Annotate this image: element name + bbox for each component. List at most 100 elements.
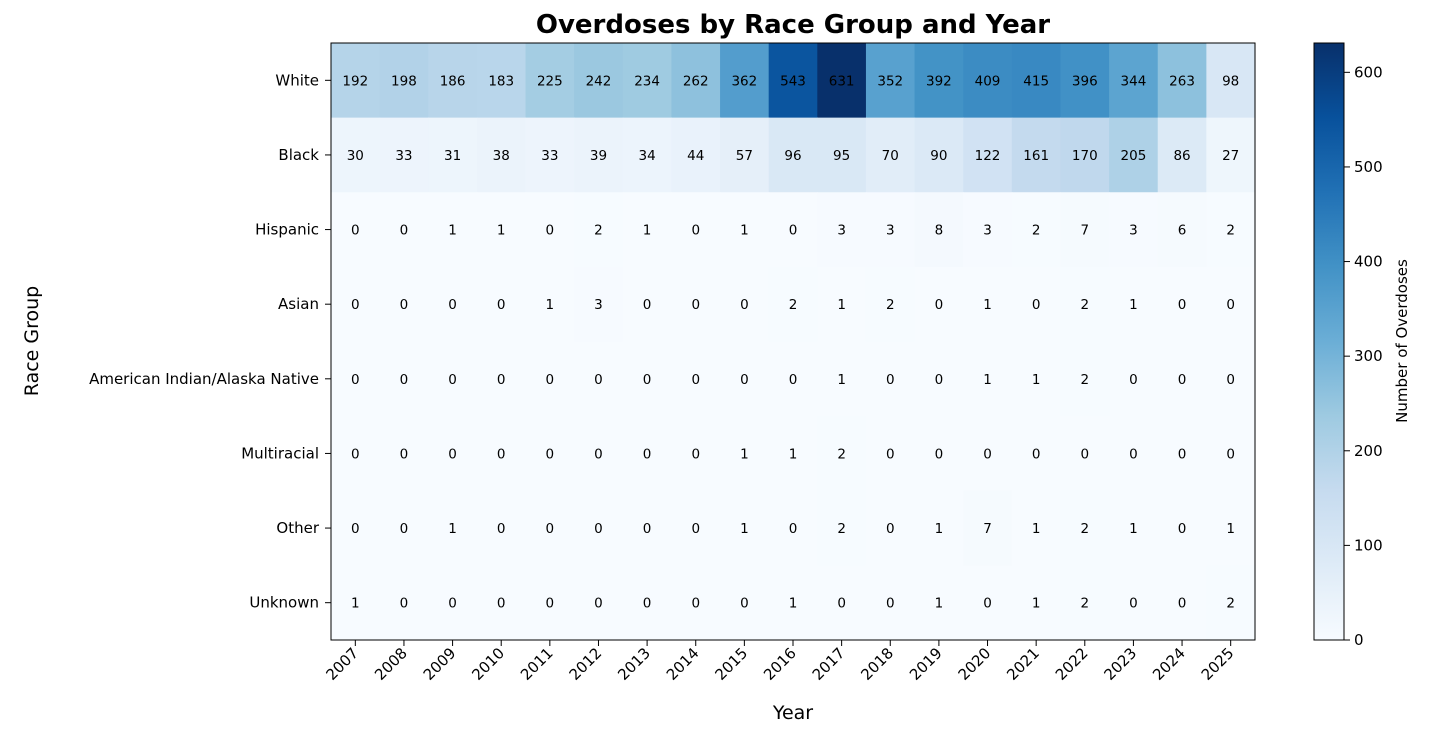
heatmap-cell	[963, 43, 1013, 119]
heatmap-cell	[1011, 117, 1062, 193]
heatmap-cell-label: 409	[975, 73, 1001, 89]
heatmap-cell-label: 0	[448, 596, 457, 612]
x-tick-label: 2021	[1003, 644, 1043, 684]
heatmap-cell	[331, 117, 381, 193]
heatmap-cell-label: 0	[886, 446, 895, 462]
heatmap-cell	[720, 565, 770, 641]
heatmap-cell-label: 2	[1080, 297, 1089, 313]
y-tick-label: Other	[276, 519, 319, 537]
colorbar-tick-label: 100	[1354, 536, 1383, 554]
heatmap-cell	[963, 341, 1013, 417]
heatmap-cell	[476, 192, 527, 268]
heatmap-cell-label: 2	[837, 446, 846, 462]
heatmap-cell-label: 1	[643, 223, 652, 239]
heatmap-cell-label: 392	[926, 73, 952, 89]
heatmap-cell-label: 0	[643, 521, 652, 537]
heatmap-cell	[379, 266, 429, 343]
x-tick-label: 2013	[614, 644, 654, 684]
heatmap-cell-label: 70	[882, 148, 899, 164]
heatmap-cell	[622, 341, 673, 417]
heatmap-cell	[379, 192, 429, 268]
x-tick-label: 2010	[468, 644, 508, 684]
heatmap-cell-label: 33	[541, 148, 558, 164]
heatmap-cell	[865, 117, 916, 193]
heatmap-cell-label: 2	[1032, 223, 1041, 239]
heatmap-cell	[914, 266, 964, 343]
heatmap-cell-label: 0	[1032, 297, 1041, 313]
heatmap-cell-label: 242	[586, 73, 612, 89]
heatmap-cell	[768, 416, 818, 492]
heatmap-cell	[817, 43, 867, 119]
heatmap-cell	[671, 565, 721, 641]
heatmap-cell-label: 0	[691, 223, 700, 239]
y-tick-label: American Indian/Alaska Native	[89, 370, 319, 388]
heatmap-cell	[720, 43, 770, 119]
heatmap-cell-label: 0	[448, 297, 457, 313]
heatmap-cell	[574, 490, 624, 566]
y-tick-label: Multiracial	[241, 444, 319, 462]
heatmap-cell-label: 0	[643, 446, 652, 462]
heatmap-cell	[1060, 192, 1110, 268]
heatmap-cell-label: 0	[983, 596, 992, 612]
heatmap-cell-label: 0	[643, 372, 652, 388]
heatmap-cell	[671, 192, 721, 268]
heatmap-cell-label: 1	[1129, 521, 1138, 537]
heatmap-cell	[865, 43, 916, 119]
heatmap-cell-label: 0	[351, 446, 360, 462]
heatmap-cell	[1206, 266, 1256, 343]
heatmap-cell	[1206, 117, 1256, 193]
heatmap-cell	[379, 43, 429, 119]
heatmap-cell-label: 0	[886, 521, 895, 537]
heatmap-cell	[1206, 43, 1256, 119]
heatmap-cell-label: 1	[1032, 372, 1041, 388]
heatmap-cell-label: 0	[886, 596, 895, 612]
heatmap-cell	[428, 341, 478, 417]
heatmap-cell	[1011, 266, 1062, 343]
heatmap-cell-label: 352	[877, 73, 903, 89]
heatmap-cell	[768, 490, 818, 566]
heatmap-cell-label: 396	[1072, 73, 1098, 89]
heatmap-cell	[622, 43, 673, 119]
heatmap-cell	[476, 43, 527, 119]
heatmap-cell	[525, 192, 575, 268]
heatmap-cell	[525, 565, 575, 641]
heatmap-cell-label: 0	[983, 446, 992, 462]
heatmap-cell-label: 262	[683, 73, 709, 89]
heatmap-cell-label: 1	[448, 223, 457, 239]
heatmap-cell-label: 8	[935, 223, 944, 239]
heatmap-cell	[525, 43, 575, 119]
heatmap-cell-label: 3	[886, 223, 895, 239]
x-tick-label: 2014	[663, 644, 703, 684]
heatmap-cell	[817, 565, 867, 641]
heatmap-cell-label: 362	[731, 73, 757, 89]
heatmap-cell	[1157, 490, 1207, 566]
heatmap-cell-label: 0	[789, 372, 798, 388]
heatmap-cell-label: 1	[740, 446, 749, 462]
heatmap-cell-label: 0	[400, 446, 409, 462]
heatmap-cell-label: 0	[1226, 297, 1235, 313]
heatmap-cell-label: 0	[935, 446, 944, 462]
heatmap-cell	[622, 117, 673, 193]
heatmap-cell-label: 3	[1129, 223, 1138, 239]
heatmap-cell	[817, 416, 867, 492]
heatmap-cell-label: 1	[740, 521, 749, 537]
heatmap-cell	[817, 117, 867, 193]
heatmap-cell-label: 98	[1222, 73, 1239, 89]
heatmap-cell-label: 7	[1080, 223, 1089, 239]
heatmap-cell-label: 86	[1173, 148, 1190, 164]
heatmap-cell-label: 39	[590, 148, 607, 164]
heatmap-cell-label: 0	[351, 521, 360, 537]
heatmap-cell	[768, 266, 818, 343]
heatmap-cell-label: 0	[1178, 297, 1187, 313]
heatmap-cell	[525, 341, 575, 417]
heatmap-cell	[622, 416, 673, 492]
x-tick-label: 2008	[371, 644, 411, 684]
heatmap-cell	[914, 192, 964, 268]
heatmap-cell	[720, 341, 770, 417]
heatmap-cell-label: 38	[493, 148, 510, 164]
heatmap-cell	[331, 192, 381, 268]
colorbar-tick-label: 400	[1354, 253, 1383, 271]
heatmap-cell-label: 7	[983, 521, 992, 537]
heatmap-cell	[622, 565, 673, 641]
heatmap-cell	[331, 341, 381, 417]
